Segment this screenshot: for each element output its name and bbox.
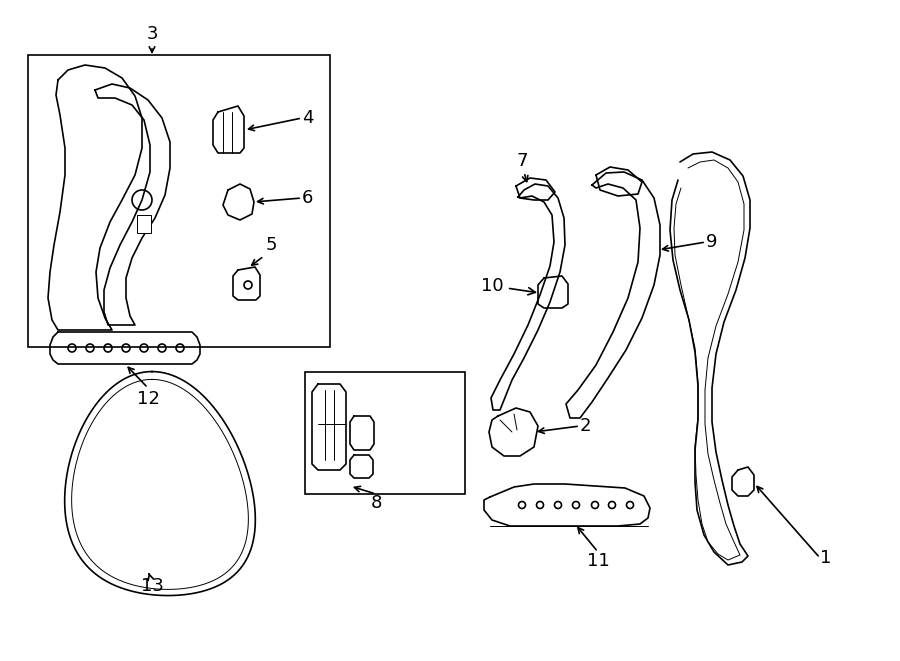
Text: 13: 13	[140, 577, 164, 595]
Bar	[137, 215, 151, 233]
Text: 9: 9	[706, 233, 717, 251]
Bar	[305, 372, 465, 494]
Text: 5: 5	[266, 236, 277, 254]
Text: 6: 6	[302, 189, 313, 207]
Text: 4: 4	[302, 109, 313, 127]
Text: 7: 7	[517, 152, 527, 170]
Text: 11: 11	[587, 552, 609, 570]
Text: 2: 2	[580, 417, 591, 435]
Text: 10: 10	[482, 277, 536, 295]
Text: 12: 12	[137, 390, 159, 408]
Bar	[28, 55, 330, 347]
Text: 8: 8	[370, 494, 382, 512]
Text: 1: 1	[820, 549, 832, 567]
Text: 3: 3	[146, 25, 158, 43]
